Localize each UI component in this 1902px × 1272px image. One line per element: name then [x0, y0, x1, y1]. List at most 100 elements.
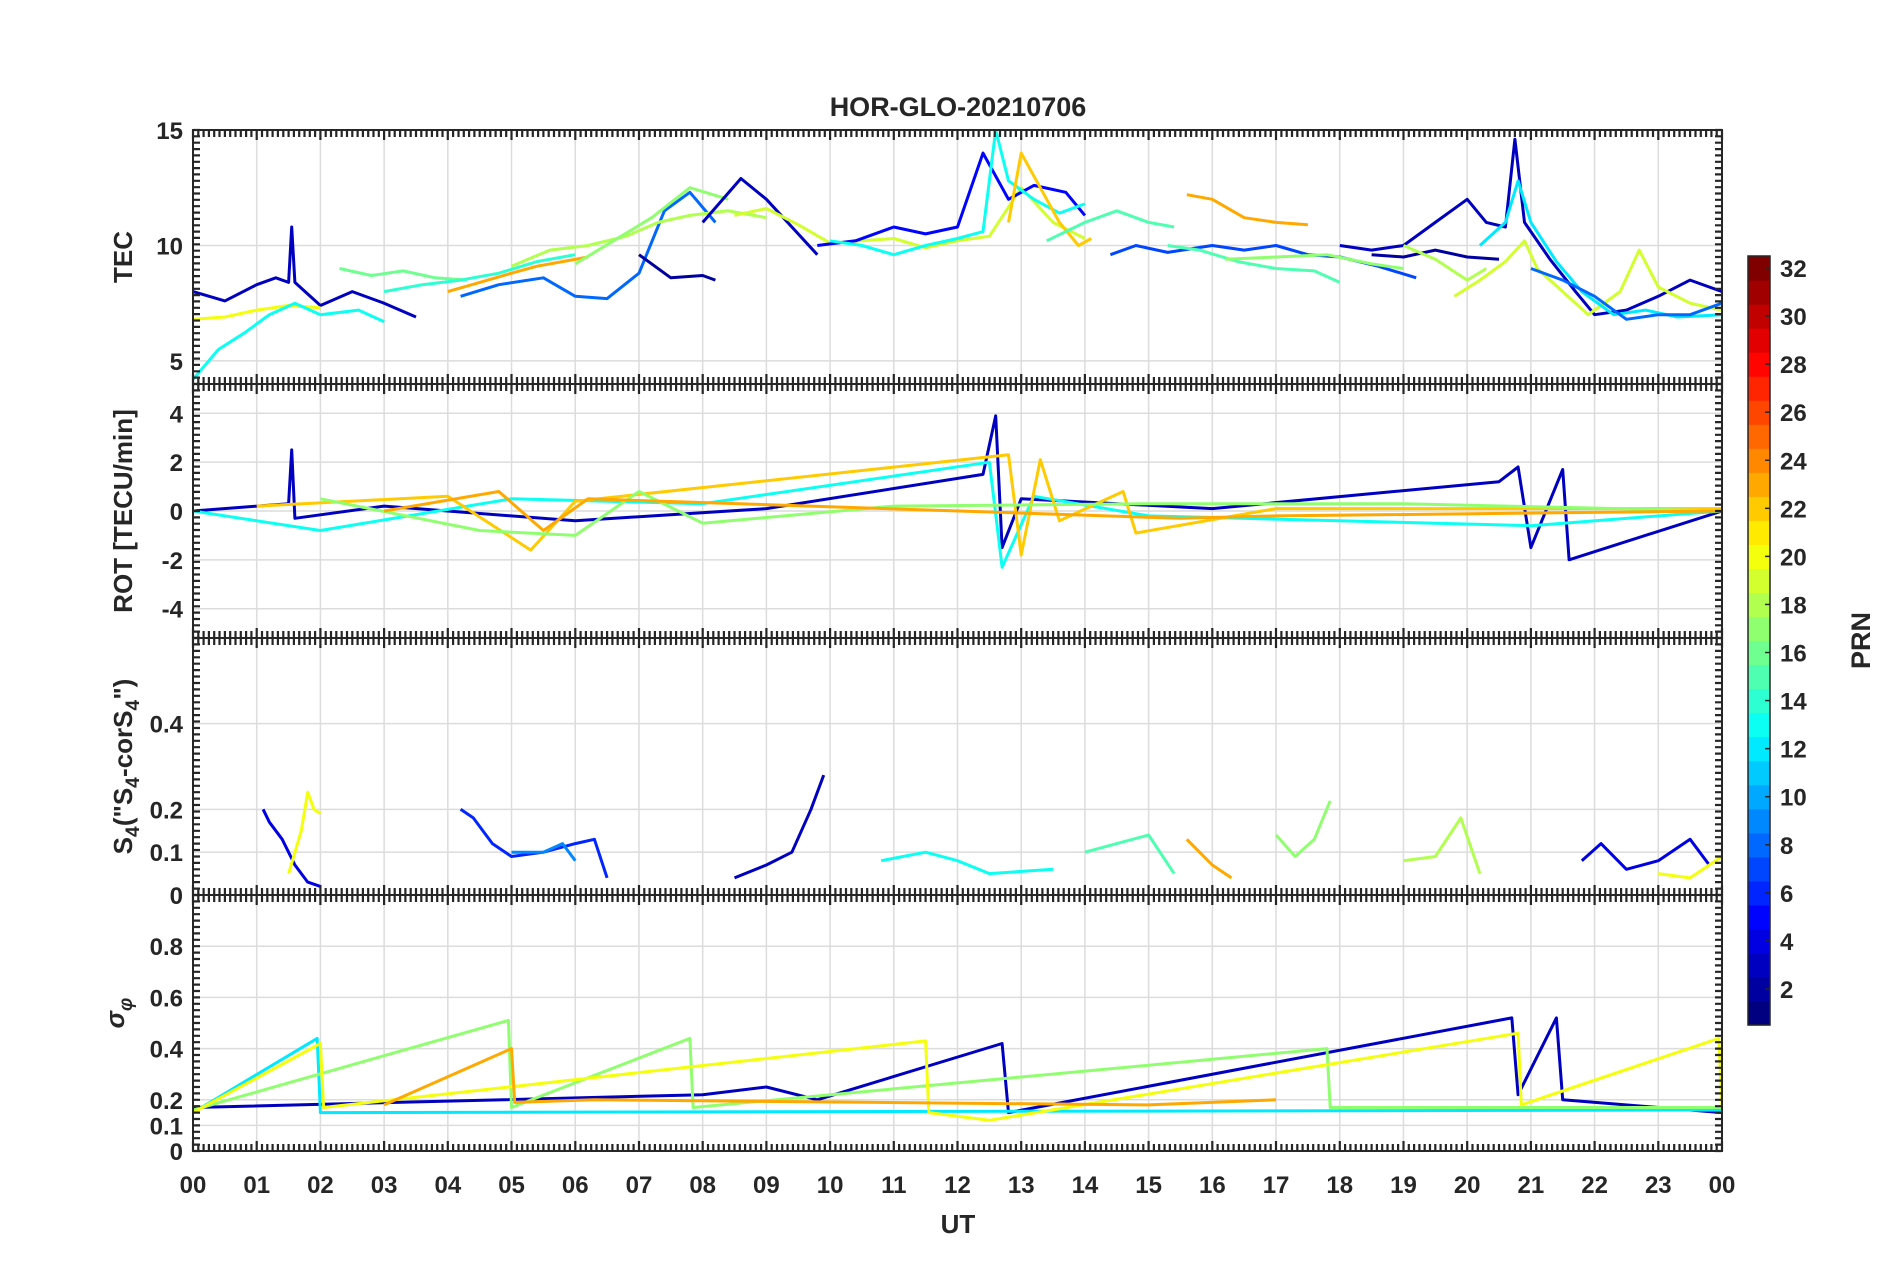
colorbar-swatch: [1748, 328, 1770, 353]
series-prn-4: [1580, 837, 1711, 871]
colorbar-swatch: [1748, 856, 1770, 882]
panel-tec: 5 10 15 TEC: [108, 118, 1724, 386]
y-tick-label: 2: [170, 450, 183, 477]
colorbar-tick-label: 22: [1780, 496, 1807, 523]
colorbar-tick-label: 16: [1780, 641, 1807, 668]
x-tick-label: 00: [180, 1172, 207, 1199]
y-tick-label: 0.2: [150, 1088, 183, 1115]
series-prn-6: [459, 808, 609, 879]
x-tick-label: 20: [1454, 1172, 1481, 1199]
colorbar-tick-label: 14: [1780, 689, 1807, 716]
colorbar-tick-label: 2: [1780, 977, 1793, 1004]
x-tick-label: 10: [817, 1172, 844, 1199]
y-tick-label: 0: [170, 1139, 183, 1166]
colorbar-swatch: [1748, 640, 1770, 666]
y-tick-label: 0.2: [150, 797, 183, 824]
colorbar-tick-label: 6: [1780, 881, 1793, 908]
colorbar-label: PRN: [1846, 612, 1876, 669]
colorbar-frame: [1747, 255, 1771, 1026]
tick-marks: [191, 893, 1724, 1153]
series-prn-17: [1274, 800, 1332, 858]
colorbar-swatch: [1748, 832, 1770, 858]
x-tick-label: 18: [1326, 1172, 1353, 1199]
colorbar-tick-label: 30: [1780, 304, 1807, 331]
colorbar-tick-label: 10: [1780, 785, 1807, 812]
y-tick-label: 0: [170, 883, 183, 910]
colorbar-tick-label: 8: [1780, 833, 1793, 860]
x-tick-label: 03: [371, 1172, 398, 1199]
y-tick-label: -4: [162, 597, 184, 624]
y-tick-label: 10: [156, 233, 183, 260]
colorbar-swatch: [1748, 256, 1770, 281]
colorbar-swatch: [1748, 448, 1770, 473]
x-tick-label: 12: [944, 1172, 971, 1199]
colorbar-swatch: [1748, 976, 1770, 1002]
tick-marks: [191, 128, 1724, 386]
colorbar-swatch: [1748, 352, 1770, 377]
series-prn-19: [1453, 239, 1722, 317]
series-prn-15: [1046, 209, 1175, 243]
series-prn-4: [261, 808, 321, 888]
series-prn-14: [383, 253, 576, 294]
series-prn-18: [510, 209, 767, 268]
y-axis-label: S4 ("S4 -corS4 "): [108, 679, 144, 855]
series-prn-22: [1007, 151, 1093, 247]
x-tick-label: 07: [626, 1172, 653, 1199]
chart-title: HOR-GLO-20210706: [830, 92, 1087, 122]
colorbar-swatch: [1748, 376, 1770, 401]
panel-rot: -4 -2 0 2 4 ROT [TECU/min]: [108, 382, 1724, 640]
series-prn-8: [460, 190, 717, 301]
series-prn-13: [880, 850, 1054, 876]
colorbar-swatch: [1748, 904, 1770, 930]
colorbar-swatch: [1748, 496, 1770, 521]
panel-sigma_phi: 00.10.2 0.4 0.6 0.8 σφ: [100, 893, 1724, 1166]
series-prn-23: [1185, 838, 1233, 880]
series-prn-18: [1403, 816, 1482, 875]
y-tick-label: 0.8: [150, 934, 183, 961]
series-prn-3: [193, 414, 1722, 562]
x-tick-label: 21: [1518, 1172, 1545, 1199]
colorbar-swatch: [1748, 760, 1770, 786]
series-group: [193, 1016, 1722, 1122]
series-prn-5: [817, 151, 1087, 247]
colorbar-tick-label: 12: [1780, 737, 1807, 764]
y-axis-label: ROT [TECU/min]: [108, 409, 138, 613]
colorbar-swatch: [1748, 304, 1770, 329]
colorbar-tick-label: 28: [1780, 352, 1807, 379]
colorbar-swatch: [1748, 880, 1770, 906]
series-prn-18: [1402, 244, 1488, 282]
series-prn-3: [733, 774, 826, 880]
x-tick-label: 17: [1263, 1172, 1290, 1199]
x-tick-label: 11: [881, 1172, 906, 1199]
colorbar-swatch: [1748, 592, 1770, 618]
series-prn-22: [256, 453, 1722, 557]
colorbar-swatch: [1748, 808, 1770, 834]
colorbar-swatch: [1748, 1000, 1770, 1026]
x-tick-label: 13: [1008, 1172, 1035, 1199]
tick-marks: [191, 382, 1724, 640]
y-tick-label: 0.1: [150, 1113, 183, 1140]
series-prn-13: [829, 130, 1086, 257]
series-group: [193, 130, 1722, 381]
colorbar-swatch: [1748, 544, 1770, 570]
colorbar-swatch: [1748, 928, 1770, 954]
y-tick-label: 0.1: [150, 840, 183, 867]
series-prn-20: [287, 790, 322, 875]
series-prn-20: [193, 1031, 1722, 1122]
series-prn-23: [383, 1047, 1277, 1107]
series-prn-9: [511, 842, 577, 862]
series-prn-13: [193, 301, 385, 381]
x-tick-label: 00: [1709, 1172, 1736, 1199]
colorbar-tick-label: 26: [1780, 400, 1807, 427]
y-tick-label: 0.4: [150, 712, 184, 739]
x-tick-label: 05: [498, 1172, 525, 1199]
colorbar-swatch: [1748, 664, 1770, 690]
series-prn-17: [193, 1018, 1722, 1112]
y-tick-label: 15: [156, 118, 183, 145]
x-tick-label: 16: [1199, 1172, 1226, 1199]
series-prn-23: [447, 255, 589, 294]
x-tick-label: 09: [753, 1172, 780, 1199]
x-axis-label: UT: [941, 1209, 976, 1239]
